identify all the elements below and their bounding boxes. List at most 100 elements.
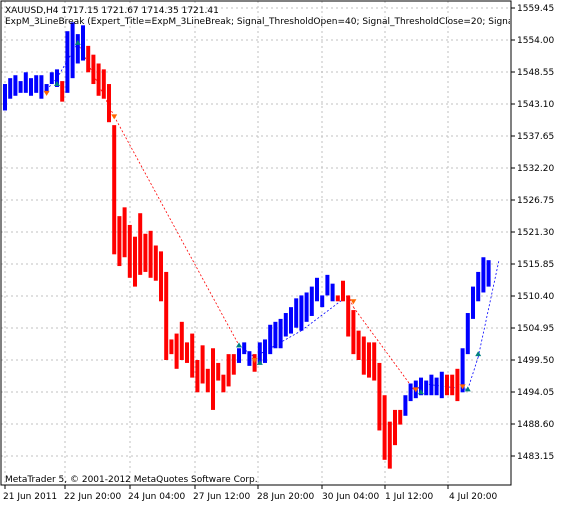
price-bar [179,321,184,360]
symbol-header: XAUUSD,H4 1717.15 1721.67 1714.35 1721.4… [5,6,219,16]
price-bar [122,207,127,258]
price-bar [18,81,23,93]
price-bar [320,295,325,308]
price-bar [382,395,387,460]
grid [1,1,511,485]
price-bar [190,333,195,378]
buy-signal-icon [54,81,60,87]
price-bar [200,345,205,384]
price-bar [424,380,429,396]
price-bar [3,84,7,111]
signal-line-segment [301,295,349,331]
price-bar [476,271,481,302]
price-bar [70,22,75,79]
y-tick-label: 1537.65 [517,132,554,142]
signal-line-segment [113,116,240,346]
y-tick-label: 1504.95 [517,324,554,334]
price-bar [387,421,392,469]
x-tick-label: 21 Jun 2011 [3,492,57,502]
price-bar [211,348,215,410]
price-bar [356,330,361,360]
price-bar [237,348,241,363]
signal-line-segment [467,356,479,390]
price-bar [34,75,39,93]
buy-signal-icon [236,342,242,348]
price-bar [257,342,262,363]
price-bar [242,342,247,355]
price-bar [86,45,91,73]
price-bar [247,351,252,366]
copyright-label: MetaTrader 5, © 2001-2012 MetaQuotes Sof… [5,475,258,485]
y-tick-label: 1499.50 [517,356,554,366]
signal-line-segment [254,330,302,358]
price-bar [39,75,44,99]
price-bar [81,25,85,61]
y-tick-label: 1515.85 [517,260,554,270]
price-bar [8,78,13,99]
y-tick-label: 1510.40 [517,292,554,302]
price-bar [283,313,288,337]
y-tick-label: 1494.05 [517,388,554,398]
price-bar [185,342,189,363]
price-bar [398,409,403,425]
price-bar [351,310,356,355]
x-tick-label: 24 Jun 04:00 [128,492,185,502]
price-bar [372,342,377,381]
price-bar [231,354,236,375]
price-bar [309,286,314,316]
signal-line-segment [238,345,255,358]
y-tick-label: 1543.10 [517,100,554,110]
price-bar [273,321,278,349]
plot-frame [0,0,512,486]
y-tick-label: 1526.75 [517,196,554,206]
price-bar [346,295,351,337]
price-bar [455,368,460,402]
price-bar [55,69,59,87]
price-bar [49,72,54,85]
price-bar [304,292,309,322]
sell-signal-icon [251,358,258,363]
price-bar [60,81,65,102]
buy-signal-icon [74,39,81,45]
price-bar [96,63,101,96]
price-bar [367,342,371,378]
price-bar [112,125,117,255]
price-bar [148,230,153,278]
signal-line-segment [353,306,417,393]
price-bar [465,313,470,355]
y-tick-label: 1548.55 [517,68,554,78]
y-tick-label: 1521.30 [517,228,554,238]
price-bar [481,257,486,293]
price-bar [460,348,465,393]
price-bar [335,295,340,302]
x-tick-label: 27 Jun 12:00 [193,492,250,502]
price-bar [419,377,423,396]
sell-signal-icon [412,387,419,393]
price-bar [13,75,18,96]
price-bar [471,286,475,319]
price-bar [361,336,366,375]
price-bar [278,318,283,349]
expert-header: ExpM_3LineBreak (Expert_Title=ExpM_3Line… [5,17,510,27]
price-bar [169,339,174,355]
y-tick-label: 1559.45 [517,4,554,14]
price-bar [439,371,444,399]
price-bar [289,307,293,334]
price-bar [268,324,273,355]
price-bar [107,84,111,123]
price-bar [29,78,33,96]
price-bar [75,34,80,64]
price-bar [127,224,132,278]
x-tick-label: 4 Jul 20:00 [449,492,498,502]
price-bar [133,236,137,287]
price-bar [221,374,226,393]
price-bar [117,216,122,267]
price-bar [408,383,413,402]
price-bar [325,274,330,296]
buy-signal-icon [256,359,263,365]
price-bar [263,339,267,363]
price-bar [44,84,49,93]
x-tick-label: 22 Jun 20:00 [64,492,121,502]
